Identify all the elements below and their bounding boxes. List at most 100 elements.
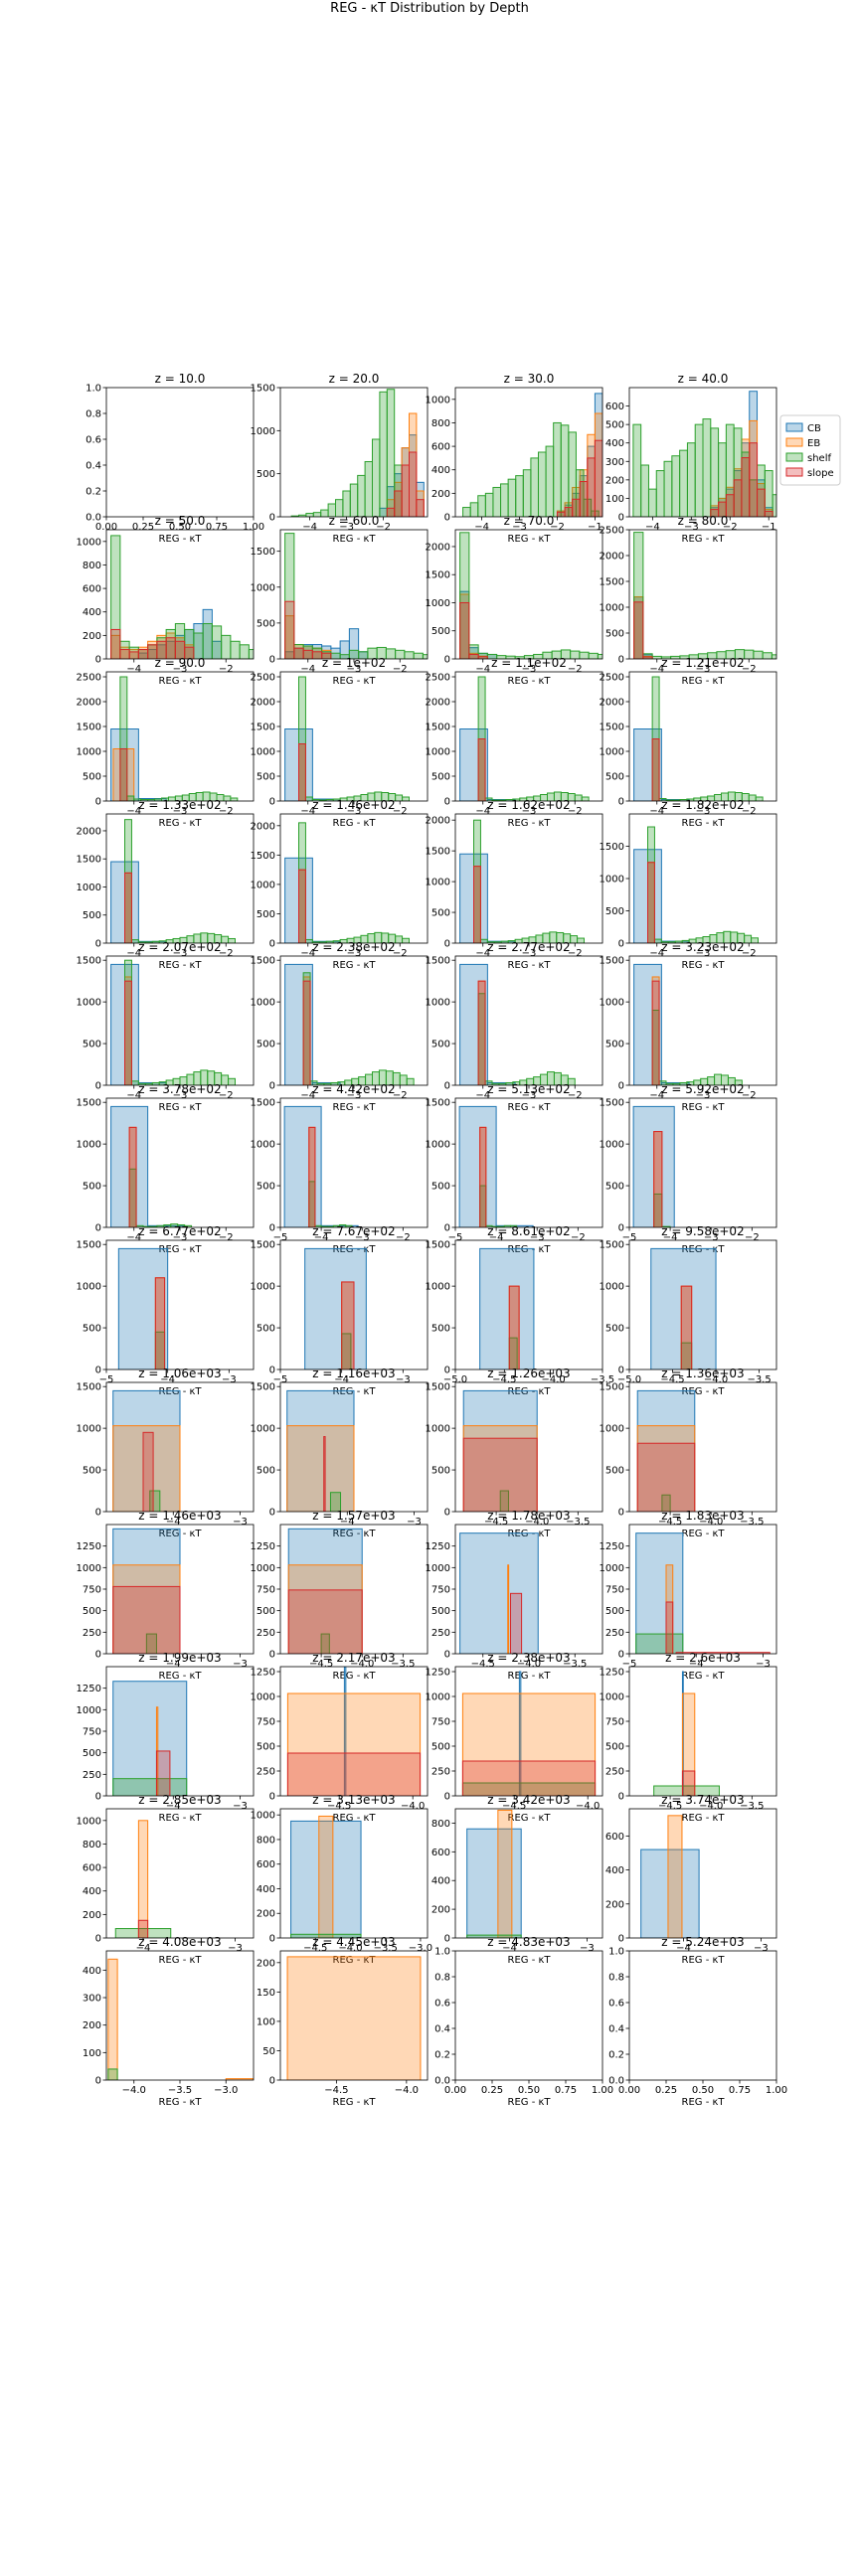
hist-bar-shelf <box>221 1074 230 1085</box>
x-tick-label: −4 <box>474 522 489 533</box>
hist-bar-shelf <box>202 623 213 659</box>
axes-frame <box>628 1666 777 1797</box>
y-tick-label: 500 <box>605 1182 624 1193</box>
x-tick-label: −4 <box>663 1232 678 1243</box>
y-tick-label: 1000 <box>77 1424 101 1435</box>
y-tick-label: 0 <box>95 1223 101 1234</box>
x-tick-label: −4 <box>475 664 490 675</box>
hist-bar-slope <box>741 457 751 517</box>
panel: 0 500 1000 1500 −4 −3 −2 REG - κT z = 3.78e+02 <box>77 1082 255 1255</box>
y-tick-label: 600 <box>431 442 450 453</box>
x-tick-label: −5 <box>99 1374 114 1385</box>
y-tick-label: 0.8 <box>86 409 101 420</box>
x-axis-label: REG - κT <box>159 2097 203 2108</box>
bars <box>304 1247 367 1369</box>
panel-title: z = 1.06e+03 <box>138 1367 221 1380</box>
panel-title: z = 1.21e+02 <box>661 656 744 670</box>
y-tick-label: 1000 <box>426 747 450 758</box>
x-axis-label: REG - κT <box>159 1244 203 1255</box>
panel-title: z = 1.36e+03 <box>661 1367 744 1380</box>
hist-bar-slope <box>587 457 596 517</box>
x-tick-label: −3 <box>580 1943 595 1954</box>
hist-bar-slope <box>124 872 132 943</box>
panel-title: z = 8.61e+02 <box>487 1224 570 1238</box>
panel: 0 500 1000 1500 2000 2500 −4 −3 −2 REG - κT z = 90… <box>77 656 255 829</box>
y-tick-label: 800 <box>431 1819 450 1830</box>
x-tick-label: −5 <box>273 1374 288 1385</box>
panel-title: z = 4.08e+03 <box>138 1935 221 1949</box>
axes-frame <box>454 529 603 660</box>
hist-bar-EB <box>287 1564 363 1654</box>
x-axis-label: REG - κT <box>333 1244 377 1255</box>
y-tick-label: 500 <box>257 1742 275 1753</box>
x-tick-label: 0.50 <box>692 2085 714 2096</box>
axes-frame <box>279 387 429 518</box>
y-tick-label: 0 <box>618 1508 624 1519</box>
y-tick-label: 0 <box>269 1650 275 1661</box>
y-tick-label: 1500 <box>426 1098 450 1109</box>
y-tick-label: 1000 <box>251 747 275 758</box>
x-tick-label: −4.5 <box>484 1517 508 1528</box>
hist-bar-shelf <box>702 418 712 517</box>
y-tick-label: 500 <box>257 1606 275 1617</box>
x-tick-label: −3 <box>228 1943 243 1954</box>
y-tick-label: 1000 <box>600 1424 624 1435</box>
panel-title: z = 1e+02 <box>322 656 386 670</box>
y-tick-label: 1250 <box>426 1668 450 1679</box>
x-tick-label: −3 <box>173 806 188 817</box>
hist-bar-CB <box>459 963 488 1085</box>
y-tick-label: 1250 <box>251 1668 275 1679</box>
y-tick-label: 500 <box>83 1182 101 1193</box>
x-tick-label: −2 <box>219 806 234 817</box>
panel-title: z = 2.07e+02 <box>138 940 221 954</box>
hist-bar-shelf <box>570 935 579 943</box>
panel: 0 500 1000 1500 −4 −3 −2 REG - κT z = 2.77e+02 <box>426 940 603 1113</box>
y-tick-label: 600 <box>257 1859 275 1870</box>
x-tick-label: −4 <box>126 806 141 817</box>
x-axis-label: REG - κT <box>333 960 377 971</box>
panel-title: z = 1.16e+03 <box>312 1367 395 1380</box>
y-tick-label: 200 <box>257 1958 275 1969</box>
x-axis-label: REG - κT <box>333 1813 377 1824</box>
hist-bar-slope <box>394 490 403 517</box>
bars <box>459 963 576 1085</box>
x-tick-label: −2 <box>742 806 757 817</box>
x-tick-label: −5 <box>448 1232 463 1243</box>
x-tick-label: −4 <box>300 806 315 817</box>
x-tick-label: −4 <box>300 948 315 959</box>
x-tick-label: −3 <box>396 1374 411 1385</box>
x-tick-label: −4 <box>475 806 490 817</box>
hist-bar-CB <box>633 728 662 801</box>
y-tick-label: 2500 <box>600 673 624 684</box>
hist-bar-shelf <box>110 535 121 659</box>
panel: 0 200 400 600 800 −4 −3 REG - κT z = 3.42e+03 <box>431 1793 603 1966</box>
y-tick-label: 1000 <box>426 998 450 1009</box>
hist-bar-CB <box>636 1389 696 1512</box>
y-tick-label: 500 <box>83 1040 101 1050</box>
y-tick-label: 2000 <box>426 816 450 827</box>
x-axis-label: REG - κT <box>508 1386 552 1397</box>
hist-bar-shelf <box>762 652 773 659</box>
x-axis-label: REG - κT <box>159 1102 203 1113</box>
y-tick-label: 1250 <box>600 1668 624 1679</box>
panel-title: z = 10.0 <box>155 372 206 386</box>
legend-label-shelf: shelf <box>807 453 831 464</box>
y-tick-label: 1500 <box>77 723 101 733</box>
x-tick-label: −2 <box>393 948 408 959</box>
hist-bar-shelf <box>753 650 764 659</box>
hist-bar-shelf <box>653 1785 720 1796</box>
x-tick-label: −4.0 <box>122 2085 146 2096</box>
hist-bar-shelf <box>545 445 555 517</box>
panel-title: z = 2.85e+03 <box>138 1793 221 1807</box>
y-tick-label: 1500 <box>251 1240 275 1251</box>
hist-bar-shelf <box>239 644 250 659</box>
hist-bar-shelf <box>305 513 314 517</box>
bars <box>633 963 743 1085</box>
y-tick-label: 500 <box>257 909 275 920</box>
y-tick-label: 2500 <box>77 673 101 684</box>
y-tick-label: 1000 <box>251 1282 275 1293</box>
hist-bar-shelf <box>399 1074 408 1085</box>
y-tick-label: 1000 <box>251 1563 275 1574</box>
